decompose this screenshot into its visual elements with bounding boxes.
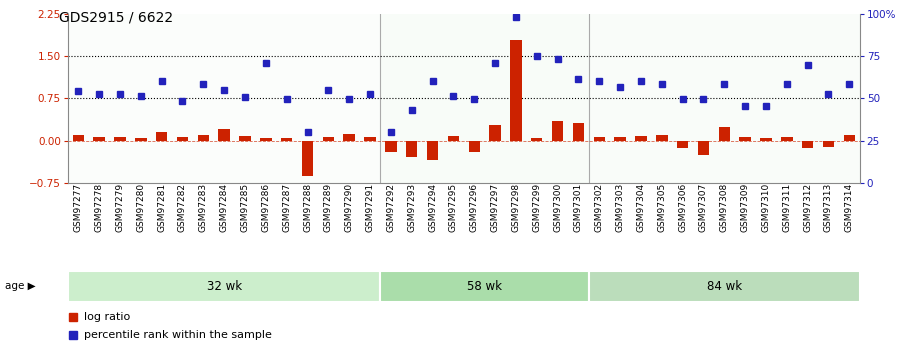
Bar [510, 40, 521, 141]
Text: age ▶: age ▶ [5, 282, 35, 291]
Text: GSM97310: GSM97310 [761, 183, 770, 232]
Text: 32 wk: 32 wk [206, 280, 242, 293]
Text: GSM97309: GSM97309 [740, 183, 749, 232]
Bar [781, 137, 793, 141]
Text: GSM97292: GSM97292 [386, 183, 395, 232]
Bar [635, 136, 647, 141]
Bar [656, 135, 668, 141]
Text: GSM97312: GSM97312 [803, 183, 812, 232]
Bar [589, 271, 860, 302]
Text: GSM97296: GSM97296 [470, 183, 479, 232]
Bar [490, 125, 500, 141]
Text: GSM97295: GSM97295 [449, 183, 458, 232]
Text: GSM97287: GSM97287 [282, 183, 291, 232]
Text: GSM97300: GSM97300 [553, 183, 562, 232]
Text: GSM97308: GSM97308 [719, 183, 729, 232]
Text: GSM97282: GSM97282 [178, 183, 187, 232]
Bar [365, 137, 376, 141]
Bar [823, 141, 834, 147]
Text: GSM97285: GSM97285 [241, 183, 250, 232]
Bar [176, 137, 188, 141]
Bar [239, 136, 251, 141]
Bar [573, 122, 584, 141]
Text: percentile rank within the sample: percentile rank within the sample [84, 331, 272, 340]
Bar [677, 141, 689, 148]
Bar [448, 136, 459, 141]
Bar [218, 129, 230, 141]
Bar [594, 137, 605, 141]
Bar [72, 135, 84, 141]
Text: 84 wk: 84 wk [707, 280, 742, 293]
Bar [843, 135, 855, 141]
Text: GSM97288: GSM97288 [303, 183, 312, 232]
Text: GSM97311: GSM97311 [782, 183, 791, 232]
Bar [260, 138, 271, 141]
Bar [427, 141, 438, 160]
Text: GSM97298: GSM97298 [511, 183, 520, 232]
Bar [406, 141, 417, 158]
Text: GSM97293: GSM97293 [407, 183, 416, 232]
Text: GSM97284: GSM97284 [220, 183, 229, 232]
Bar [760, 138, 772, 141]
Text: GDS2915 / 6622: GDS2915 / 6622 [59, 10, 173, 24]
Bar [135, 138, 147, 141]
Text: GSM97307: GSM97307 [699, 183, 708, 232]
Text: GSM97281: GSM97281 [157, 183, 167, 232]
Bar [552, 121, 563, 141]
Bar [380, 14, 589, 183]
Text: GSM97304: GSM97304 [636, 183, 645, 232]
Bar [469, 141, 480, 152]
Bar [344, 134, 355, 141]
Text: GSM97303: GSM97303 [615, 183, 624, 232]
Bar [698, 141, 710, 155]
Text: GSM97302: GSM97302 [595, 183, 604, 232]
Text: GSM97305: GSM97305 [657, 183, 666, 232]
Bar [719, 127, 730, 141]
Text: GSM97314: GSM97314 [845, 183, 853, 232]
Bar [386, 141, 396, 152]
Bar [802, 141, 814, 148]
Bar [156, 132, 167, 141]
Text: GSM97294: GSM97294 [428, 183, 437, 232]
Bar [301, 141, 313, 176]
Text: GSM97297: GSM97297 [491, 183, 500, 232]
Bar [68, 271, 380, 302]
Bar [322, 137, 334, 141]
Text: GSM97313: GSM97313 [824, 183, 833, 232]
Text: GSM97279: GSM97279 [116, 183, 125, 232]
Text: GSM97290: GSM97290 [345, 183, 354, 232]
Bar [739, 137, 751, 141]
Text: log ratio: log ratio [84, 312, 130, 322]
Text: GSM97280: GSM97280 [137, 183, 146, 232]
Bar [589, 14, 860, 183]
Text: GSM97301: GSM97301 [574, 183, 583, 232]
Text: GSM97306: GSM97306 [678, 183, 687, 232]
Text: GSM97299: GSM97299 [532, 183, 541, 232]
Text: GSM97289: GSM97289 [324, 183, 333, 232]
Text: GSM97277: GSM97277 [74, 183, 82, 232]
Bar [531, 138, 542, 141]
Bar [197, 135, 209, 141]
Bar [114, 137, 126, 141]
Bar [380, 271, 589, 302]
Text: GSM97286: GSM97286 [262, 183, 271, 232]
Text: GSM97278: GSM97278 [95, 183, 104, 232]
Text: GSM97283: GSM97283 [199, 183, 208, 232]
Bar [68, 14, 380, 183]
Bar [614, 137, 626, 141]
Text: GSM97291: GSM97291 [366, 183, 375, 232]
Bar [281, 138, 292, 141]
Bar [93, 137, 105, 141]
Text: 58 wk: 58 wk [467, 280, 502, 293]
